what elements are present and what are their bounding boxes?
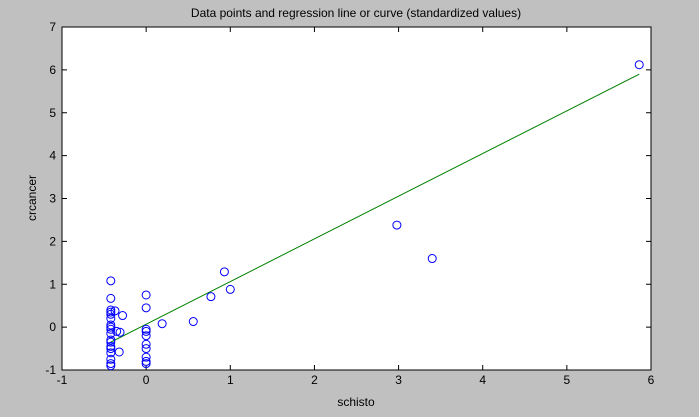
data-point [106,307,116,317]
data-point [106,335,116,345]
data-point [106,320,116,330]
data-point [392,220,402,230]
x-tick-label: 2 [311,373,318,387]
data-point [118,311,128,321]
y-tick-label: 0 [49,320,56,334]
data-point [106,354,116,364]
data-point [106,344,116,354]
chart-title: Data points and regression line or curve… [191,6,521,20]
data-point [141,356,151,366]
data-point [157,319,167,329]
x-tick-label: -1 [57,373,68,387]
data-point [115,327,125,337]
data-point [141,359,151,369]
data-point [427,254,437,264]
data-point [106,361,116,371]
y-tick-label: 5 [49,106,56,120]
y-tick-label: -1 [45,363,56,377]
data-point [206,292,216,302]
data-point [106,337,116,347]
data-point [141,326,151,336]
data-point [110,306,120,316]
x-tick-label: 1 [227,373,234,387]
data-point [141,303,151,313]
data-point [106,341,116,351]
data-point [106,329,116,339]
x-tick-label: 5 [564,373,571,387]
data-point [112,326,122,336]
data-point [634,60,644,70]
x-tick-label: 3 [395,373,402,387]
data-point [188,317,198,327]
y-tick-label: 7 [49,20,56,34]
data-point [141,352,151,362]
y-tick-label: 4 [49,149,56,163]
data-point [106,276,116,286]
data-point [106,322,116,332]
x-axis-label: schisto [337,395,375,409]
data-point [106,359,116,369]
y-axis-label: crcancer [25,175,39,221]
y-tick-label: 3 [49,192,56,206]
data-point [106,324,116,334]
x-tick-label: 0 [143,373,150,387]
data-point [141,324,151,334]
x-tick-label: 6 [648,373,655,387]
data-point [106,314,116,324]
data-point [141,344,151,354]
data-point [225,284,235,294]
y-tick-label: 2 [49,234,56,248]
data-point [114,347,124,357]
plot-area [61,26,652,371]
data-point [106,305,116,315]
data-point [106,293,116,303]
regression-line [110,73,640,343]
data-point [141,290,151,300]
data-point [141,331,151,341]
data-point [141,339,151,349]
y-tick-label: 1 [49,277,56,291]
x-tick-label: 4 [479,373,486,387]
data-point [219,267,229,277]
y-tick-label: 6 [49,63,56,77]
